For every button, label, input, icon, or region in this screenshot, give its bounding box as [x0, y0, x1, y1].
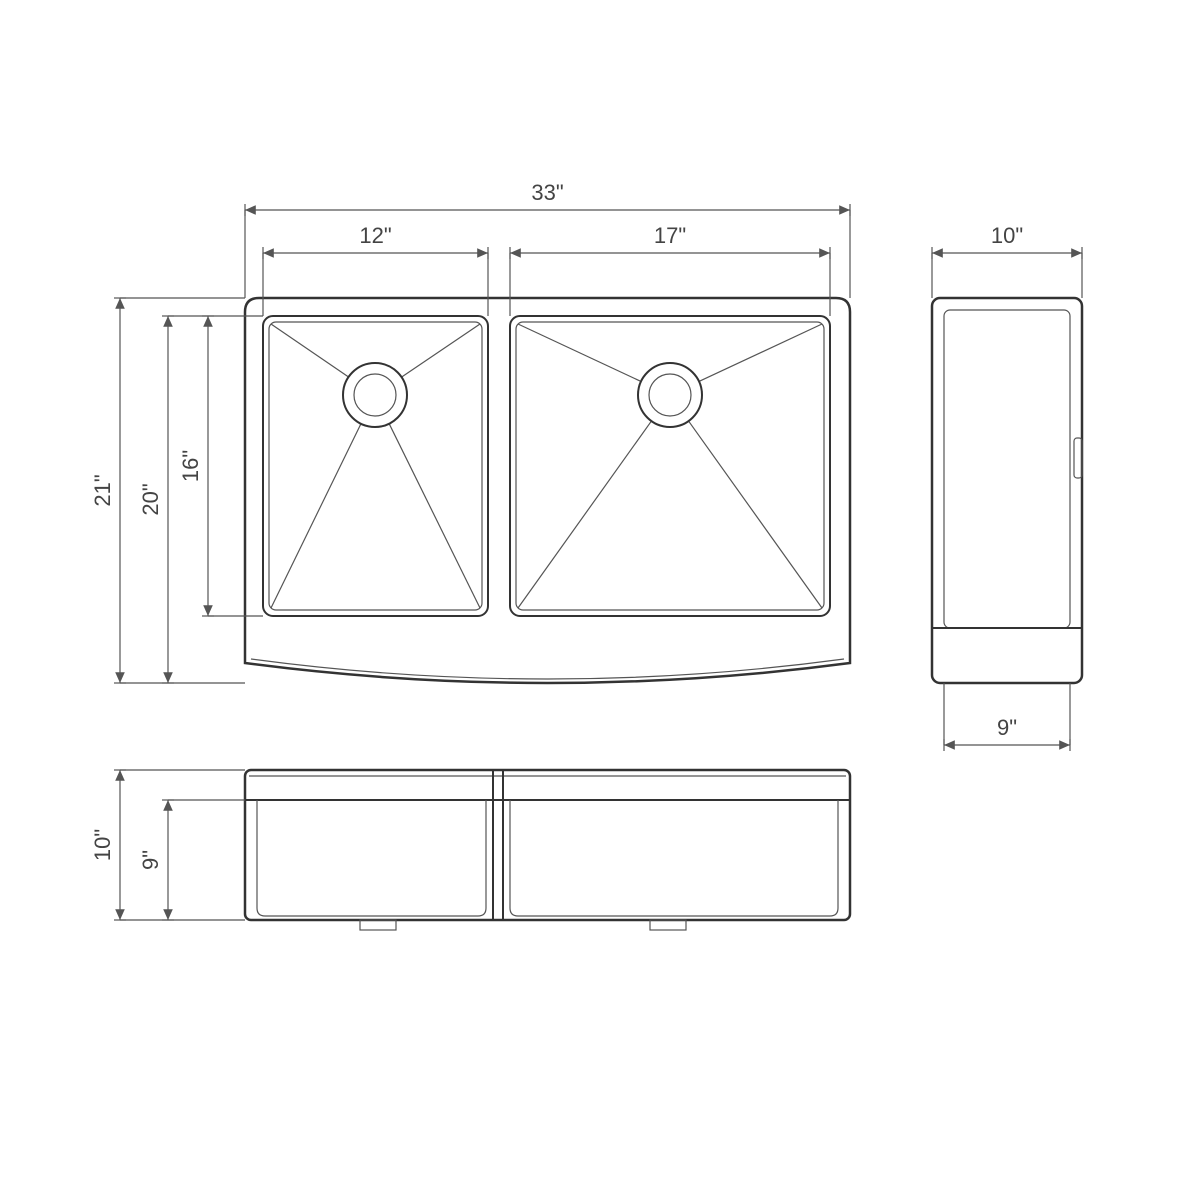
- dim-17-label: 17": [654, 223, 686, 248]
- top-view-outer: [245, 298, 850, 683]
- side-view-outer: [932, 298, 1082, 683]
- top-view-front-inner: [251, 659, 844, 679]
- dim-20-label: 20": [138, 483, 163, 515]
- top-basin-right-drain-inner: [649, 374, 691, 416]
- side-view-inner: [944, 310, 1070, 628]
- top-basin-left: [263, 316, 488, 616]
- dim-side-9-label: 9": [997, 715, 1017, 740]
- dim-16-label: 16": [178, 450, 203, 482]
- front-drain-left: [360, 920, 396, 930]
- top-basin-left-drain-outer: [343, 363, 407, 427]
- dim-front-10-label: 10": [90, 829, 115, 861]
- dim-side-10-label: 10": [991, 223, 1023, 248]
- front-drain-right: [650, 920, 686, 930]
- dim-33-label: 33": [531, 180, 563, 205]
- dim-21-label: 21": [90, 474, 115, 506]
- top-basin-left-inner: [269, 322, 482, 610]
- front-view-outer: [245, 770, 850, 920]
- top-basin-right-drain-outer: [638, 363, 702, 427]
- top-basin-left-drain-inner: [354, 374, 396, 416]
- top-basin-right: [510, 316, 830, 616]
- technical-drawing: 33" 12" 17" 21" 20" 16" 10" 9" 10" 9": [0, 0, 1200, 1200]
- top-basin-right-inner: [516, 322, 824, 610]
- dim-front-9-label: 9": [138, 850, 163, 870]
- dim-12-label: 12": [359, 223, 391, 248]
